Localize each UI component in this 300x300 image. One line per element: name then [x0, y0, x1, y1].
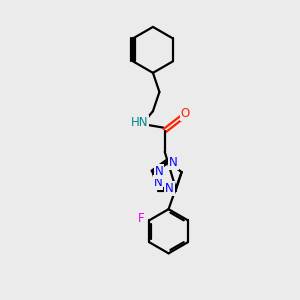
Text: N: N: [165, 182, 174, 195]
Text: N: N: [154, 165, 164, 178]
Text: F: F: [138, 212, 145, 225]
Text: O: O: [181, 107, 190, 120]
Text: N: N: [169, 157, 178, 169]
Text: N: N: [154, 176, 163, 189]
Text: HN: HN: [131, 116, 148, 129]
